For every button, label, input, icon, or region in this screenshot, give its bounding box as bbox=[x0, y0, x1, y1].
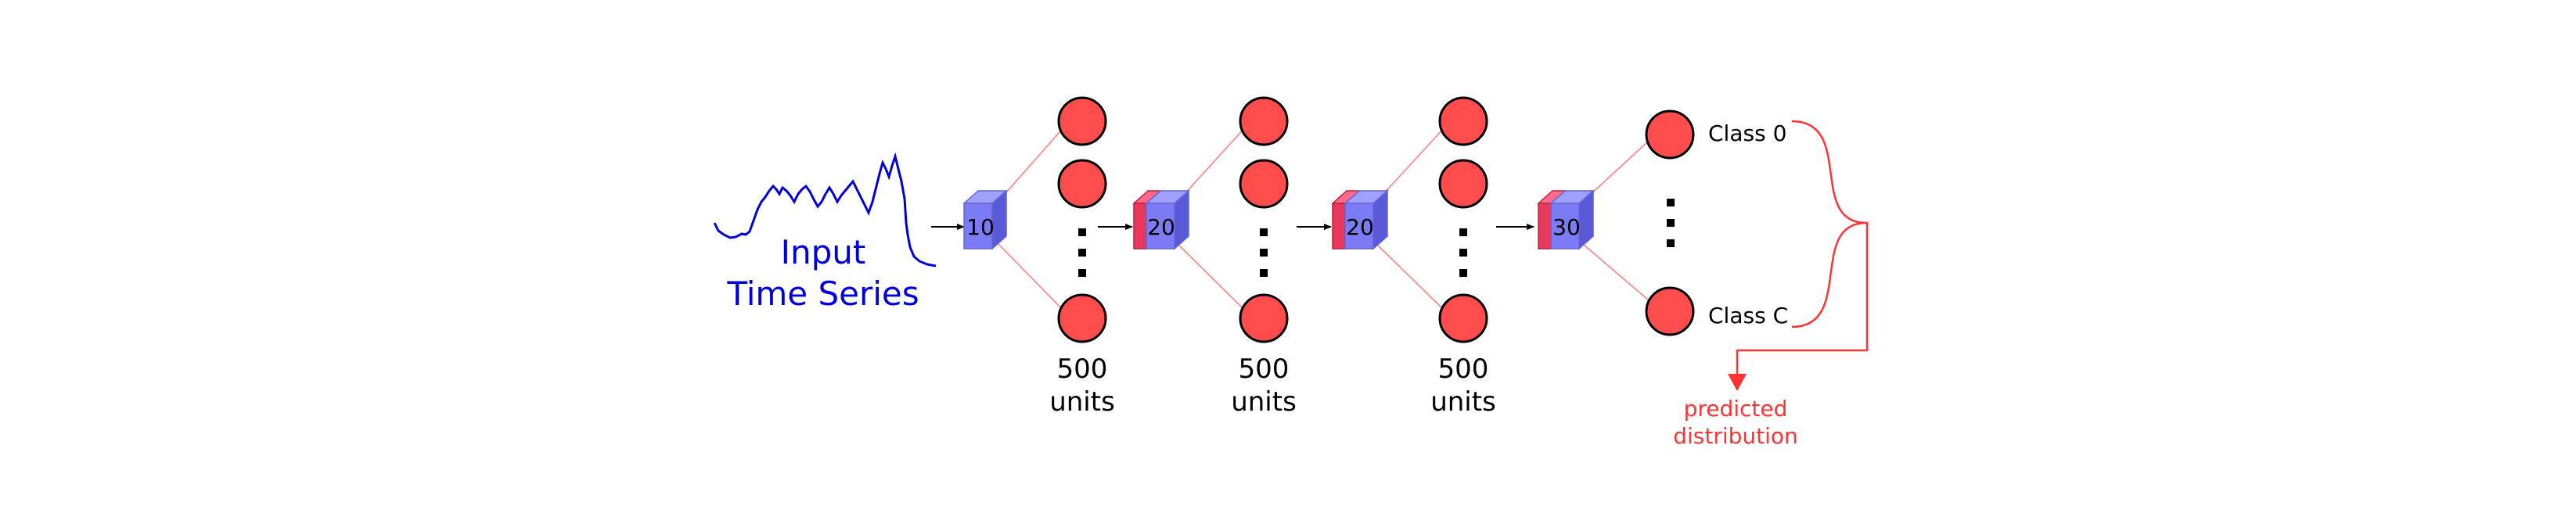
ellipsis-dot bbox=[1260, 228, 1268, 236]
input-time-series: Input Time Series bbox=[713, 152, 937, 313]
connector-line bbox=[995, 240, 1065, 312]
neuron-node bbox=[1057, 96, 1107, 146]
block-label: 10 bbox=[966, 214, 995, 240]
cube-red-front bbox=[1538, 203, 1552, 249]
conv-block-3: 20 bbox=[1331, 189, 1389, 250]
class-c-label: Class C bbox=[1708, 303, 1788, 328]
arrowhead bbox=[1728, 374, 1747, 391]
ellipsis-dot bbox=[1667, 199, 1675, 206]
prediction-annotation bbox=[1728, 120, 1869, 391]
conv-block-4: 30 bbox=[1537, 189, 1595, 250]
input-title-line2: Time Series bbox=[726, 275, 919, 313]
block-label: 30 bbox=[1552, 214, 1581, 240]
ellipsis-dot bbox=[1667, 219, 1675, 227]
neuron-node bbox=[1239, 293, 1289, 343]
output-layer: Class 0 Class C bbox=[1645, 109, 1788, 336]
dense-layer-1: 500 units bbox=[1049, 96, 1115, 418]
block-label: 20 bbox=[1346, 214, 1374, 240]
ellipsis-dot bbox=[1459, 269, 1467, 277]
units-label: units bbox=[1049, 386, 1115, 418]
ellipsis-dot bbox=[1078, 228, 1086, 236]
cube-red-front bbox=[1332, 203, 1346, 249]
predicted-arrow-path bbox=[1736, 221, 1869, 377]
cube-front bbox=[963, 203, 993, 249]
ellipsis-dot bbox=[1667, 239, 1675, 247]
class-0-label: Class 0 bbox=[1708, 120, 1786, 146]
cube-front bbox=[1146, 203, 1175, 249]
ellipsis-dot bbox=[1459, 249, 1467, 257]
connector-line bbox=[1373, 240, 1446, 312]
predicted-label-line1: predicted bbox=[1684, 396, 1788, 422]
dense-layer-2: 500 units bbox=[1231, 96, 1297, 418]
conv-block-1: 10 bbox=[962, 189, 1008, 250]
units-label: units bbox=[1430, 386, 1496, 418]
units-count: 500 bbox=[1057, 354, 1108, 385]
cube-front bbox=[1344, 203, 1374, 249]
cube-red-front bbox=[1133, 203, 1147, 249]
time-series-line bbox=[713, 152, 937, 267]
connector-line bbox=[1174, 240, 1247, 312]
block-label: 20 bbox=[1147, 214, 1175, 240]
ellipsis-dot bbox=[1260, 249, 1268, 257]
ellipsis-dot bbox=[1459, 228, 1467, 236]
conv-block-2: 20 bbox=[1132, 189, 1190, 250]
neuron-node bbox=[1438, 96, 1488, 146]
neuron-node bbox=[1057, 293, 1107, 343]
dense-layer-3: 500 units bbox=[1430, 96, 1496, 418]
ellipsis-dot bbox=[1078, 269, 1086, 277]
neuron-node bbox=[1438, 159, 1488, 209]
ellipsis-dot bbox=[1078, 249, 1086, 257]
units-count: 500 bbox=[1438, 354, 1489, 385]
neuron-node bbox=[1438, 293, 1488, 343]
output-node-class-c bbox=[1645, 286, 1695, 336]
curly-brace bbox=[1791, 120, 1867, 328]
ellipsis-dot bbox=[1260, 269, 1268, 277]
units-label: units bbox=[1231, 386, 1297, 418]
cube-front bbox=[1550, 203, 1580, 249]
predicted-label-line2: distribution bbox=[1673, 423, 1798, 449]
input-title-line1: Input bbox=[781, 233, 866, 271]
units-count: 500 bbox=[1239, 354, 1290, 385]
neuron-node bbox=[1239, 159, 1289, 209]
neuron-node bbox=[1057, 159, 1107, 209]
output-node-class-0 bbox=[1645, 109, 1695, 160]
neuron-node bbox=[1239, 96, 1289, 146]
connector-line bbox=[1578, 240, 1650, 301]
